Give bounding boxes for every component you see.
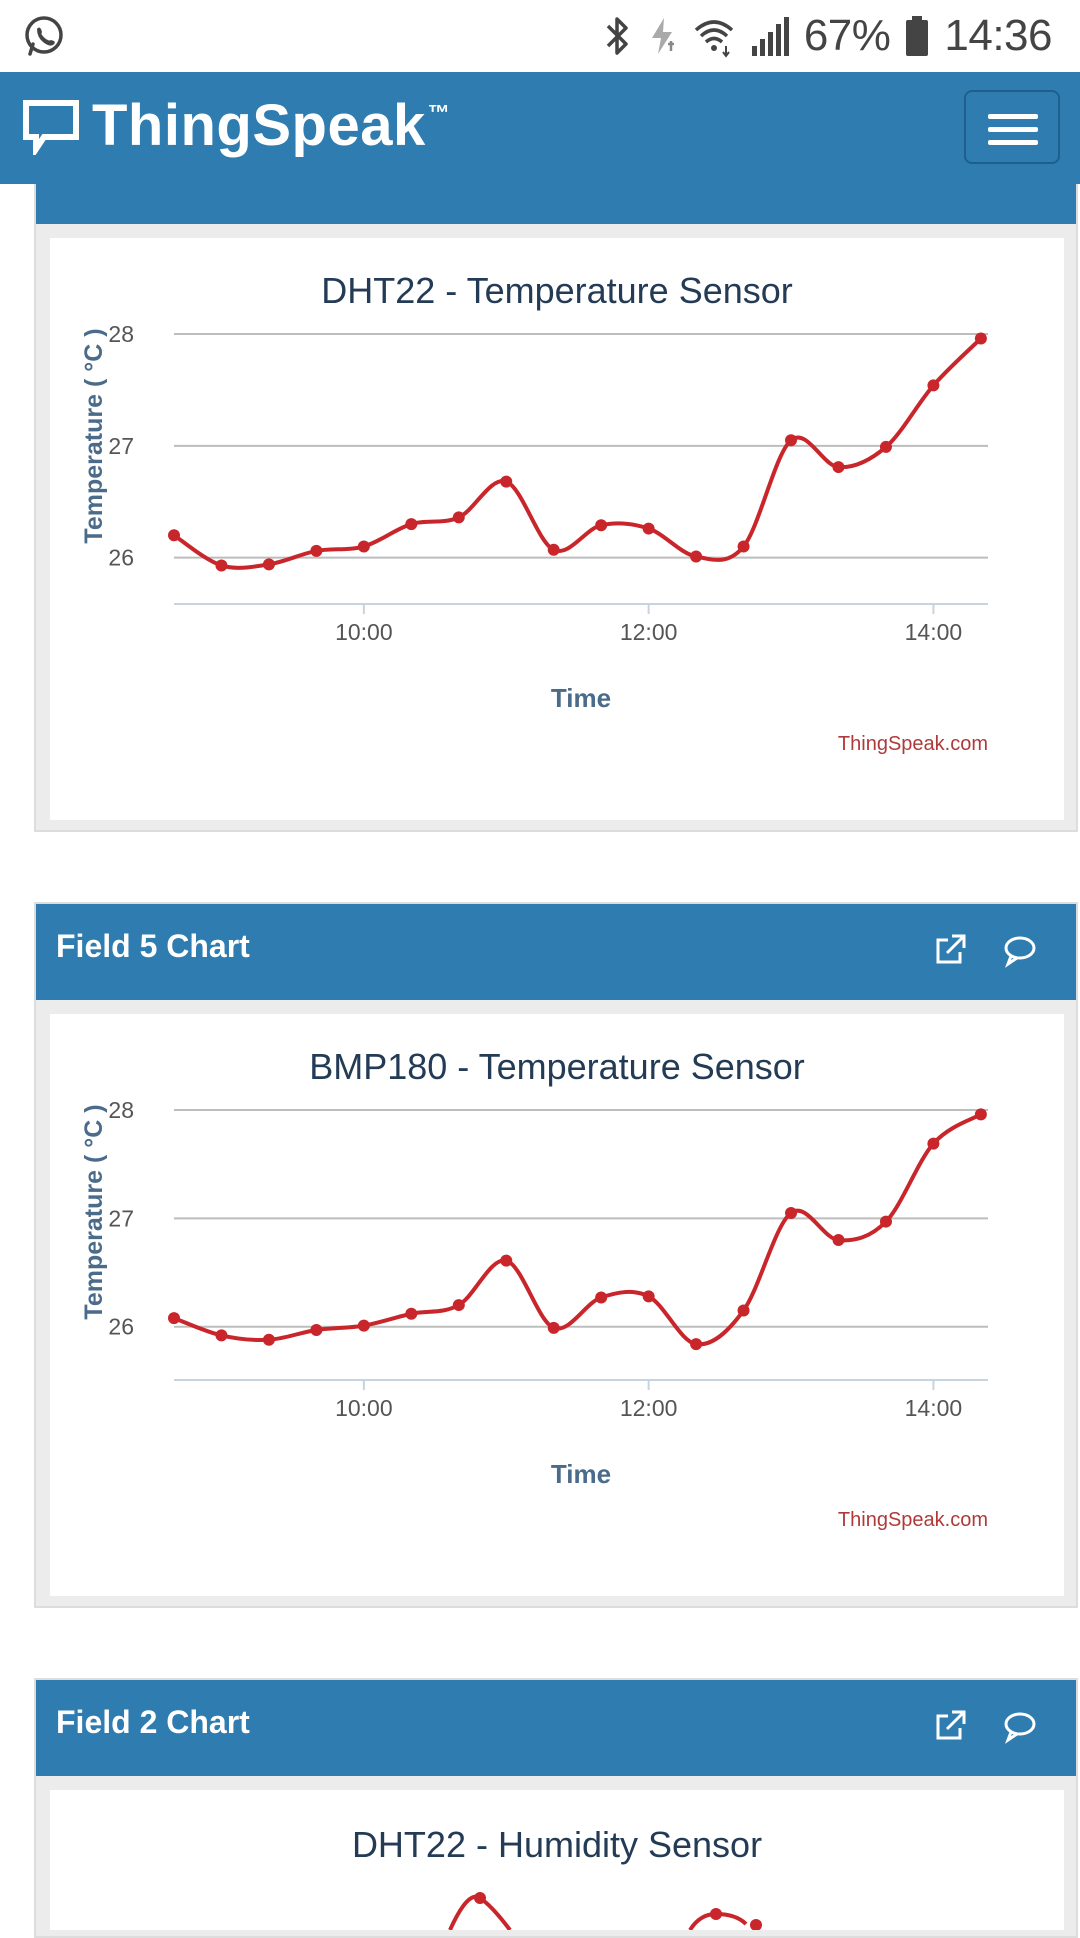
data-point [974,332,987,345]
data-point [357,540,370,553]
clock: 14:36 [944,11,1052,60]
data-point [310,544,323,557]
data-point [357,1319,370,1332]
panel-title: Field 2 Chart [56,1704,250,1740]
line-chart: Temperature ( °C ) Time ThingSpeak.com 2… [80,1097,988,1531]
data-point [879,1215,892,1228]
trademark: ™ [427,100,450,125]
data-point [262,558,275,571]
thingspeak-logo-icon [23,99,79,155]
x-tick-label: 10:00 [335,1395,393,1421]
brand-name: ThingSpeak [92,93,426,158]
data-point [215,559,228,572]
chart-title: DHT22 - Temperature Sensor [321,270,793,311]
data-point [927,379,940,392]
chart-panel-field5: Field 5 Chart BMP180 - Temperature Senso… [34,902,1078,1608]
data-point [547,1321,560,1334]
panel-title: Field 5 Chart [56,928,250,964]
x-tick-label: 14:00 [905,619,963,645]
y-axis-label: Temperature ( °C ) [80,1104,108,1319]
data-point [310,1323,323,1336]
bluetooth-icon [606,17,628,55]
panel-header: Field 5 Chart [36,904,1076,1000]
chart-panel-1: DHT22 - Temperature Sensor Temperature (… [34,150,1078,832]
brand-link[interactable]: ThingSpeak ™ [22,92,450,159]
data-point [785,434,798,447]
series-line [172,337,983,570]
data-point [452,511,465,524]
x-axis-label: Time [551,1459,611,1489]
battery-icon [906,16,929,56]
data-point [215,1329,228,1342]
y-tick-label: 28 [108,1097,134,1123]
data-point [262,1333,275,1346]
line-chart-partial [448,1892,762,1930]
chart-credit-link[interactable]: ThingSpeak.com [838,733,988,755]
data-point [405,1307,418,1320]
y-tick-label: 26 [108,545,134,571]
chart-card: DHT22 - Humidity Sensor [50,1790,1064,1930]
data-point [642,522,655,535]
data-point [642,1290,655,1303]
data-point [974,1108,987,1121]
x-tick-label: 14:00 [905,1395,963,1421]
data-point [452,1299,465,1312]
data-point [690,550,703,563]
data-saver-icon [651,18,674,54]
panel-header: Field 2 Chart [36,1680,1076,1776]
wifi-icon [694,20,733,58]
chart-card: BMP180 - Temperature Sensor Temperature … [50,1014,1064,1596]
x-tick-label: 12:00 [620,1395,678,1421]
comment-icon[interactable] [1002,932,1038,968]
x-tick-label: 10:00 [335,619,393,645]
data-point [737,1304,750,1317]
data-point [168,529,180,542]
status-bar: 67% 14:36 [0,0,1080,72]
data-point [595,1291,608,1304]
data-point [785,1206,798,1219]
data-point [500,475,513,488]
data-point [168,1312,180,1325]
hamburger-menu-icon[interactable] [964,90,1060,164]
whatsapp-icon [25,16,63,56]
line-chart: Temperature ( °C ) Time ThingSpeak.com 2… [80,321,988,755]
y-axis-label: Temperature ( °C ) [80,328,108,543]
battery-percent: 67% [803,11,891,60]
data-point [690,1338,703,1351]
y-tick-label: 26 [108,1314,134,1340]
x-tick-label: 12:00 [620,619,678,645]
comment-icon[interactable] [1002,1708,1038,1744]
app-header: ThingSpeak ™ [0,72,1080,184]
chart-title: DHT22 - Humidity Sensor [351,1824,763,1865]
y-tick-label: 27 [108,433,134,459]
series-line [173,1112,982,1347]
y-tick-label: 28 [108,321,134,347]
data-point [547,543,560,556]
signal-icon [751,17,789,56]
chart-title: BMP180 - Temperature Sensor [309,1046,805,1087]
data-point [405,518,418,531]
data-point [927,1137,940,1150]
y-tick-label: 27 [108,1205,134,1231]
data-point [832,461,845,474]
data-point [595,519,608,532]
chart-credit-link[interactable]: ThingSpeak.com [838,1509,988,1531]
data-point [500,1254,513,1267]
data-point [737,540,750,553]
x-axis-label: Time [551,683,611,713]
data-point [832,1234,845,1247]
external-link-icon[interactable] [932,932,968,968]
external-link-icon[interactable] [932,1708,968,1744]
chart-panel-field2: Field 2 Chart DHT22 - Humidity Sensor [34,1678,1078,1938]
chart-card: DHT22 - Temperature Sensor Temperature (… [50,238,1064,820]
data-point [879,440,892,453]
